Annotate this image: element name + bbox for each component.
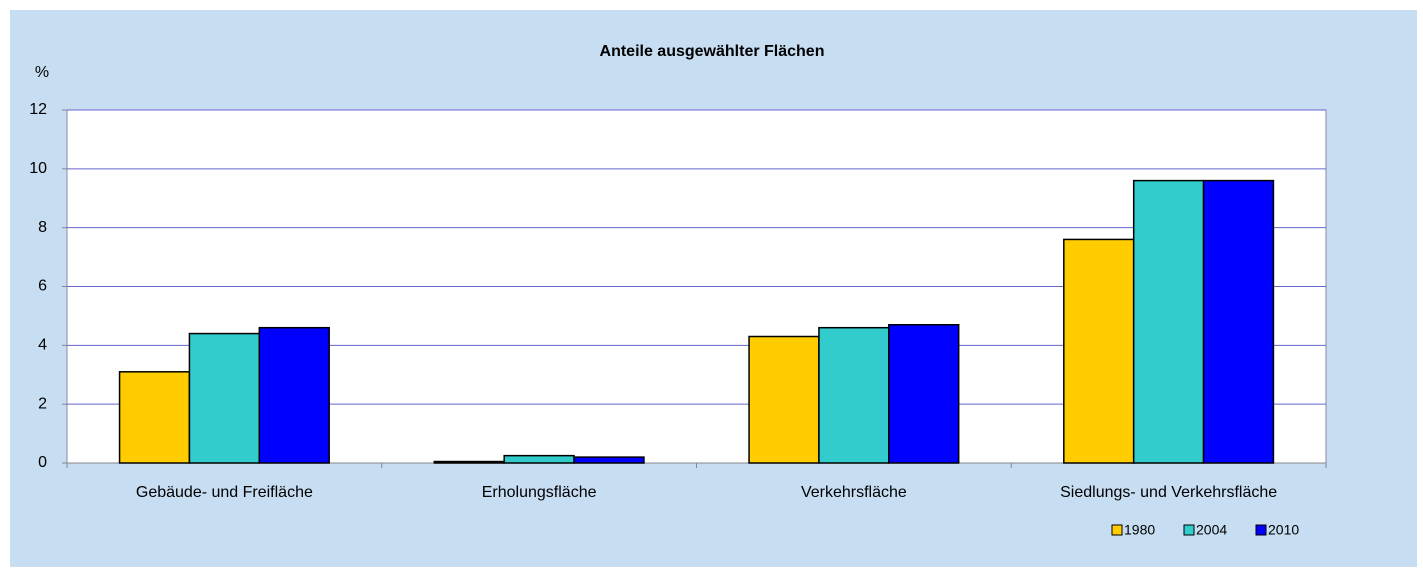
- y-tick-label: 10: [29, 160, 47, 177]
- x-tick-label: Erholungsfläche: [482, 484, 597, 501]
- chart-title: Anteile ausgewählter Flächen: [600, 43, 825, 60]
- legend-label: 2004: [1196, 522, 1227, 538]
- y-tick-label: 0: [38, 454, 47, 471]
- bar: [1202, 179, 1275, 464]
- bar: [433, 460, 505, 464]
- bar: [1132, 179, 1205, 464]
- x-tick-label: Verkehrsfläche: [801, 484, 907, 501]
- legend-swatch: [1255, 524, 1267, 536]
- bar: [573, 456, 645, 464]
- bar: [188, 332, 261, 464]
- y-tick-label: 4: [38, 337, 47, 354]
- bar: [1063, 238, 1135, 464]
- y-axis-label: %: [35, 64, 49, 81]
- legend-label: 1980: [1124, 522, 1155, 538]
- y-tick-label: 2: [38, 395, 47, 412]
- x-tick-label: Gebäude- und Freifläche: [136, 484, 313, 501]
- bar: [258, 326, 330, 464]
- legend-swatch: [1183, 524, 1195, 536]
- y-tick-label: 12: [29, 101, 47, 118]
- y-tick-label: 8: [38, 219, 47, 236]
- y-tick-label: 6: [38, 278, 47, 295]
- x-tick-label: Siedlungs- und Verkehrsfläche: [1060, 484, 1277, 501]
- bar: [118, 371, 191, 464]
- bar: [818, 326, 890, 464]
- bar: [748, 335, 820, 464]
- legend-swatch: [1111, 524, 1123, 536]
- legend-label: 2010: [1268, 522, 1299, 538]
- bar: [503, 454, 575, 464]
- bar: [888, 323, 960, 464]
